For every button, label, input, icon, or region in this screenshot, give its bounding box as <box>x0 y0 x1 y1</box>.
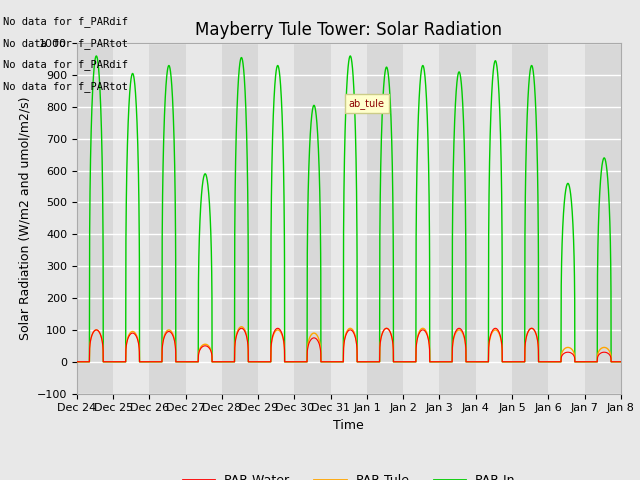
Bar <box>294 43 331 394</box>
Bar <box>584 43 621 394</box>
Bar <box>512 43 548 394</box>
Bar <box>621 43 640 394</box>
Text: No data for f_PARdif: No data for f_PARdif <box>3 16 128 27</box>
Bar <box>476 43 512 394</box>
X-axis label: Time: Time <box>333 419 364 432</box>
Bar <box>548 43 584 394</box>
Bar <box>113 43 149 394</box>
Bar <box>403 43 440 394</box>
Legend: PAR Water, PAR Tule, PAR In: PAR Water, PAR Tule, PAR In <box>178 469 520 480</box>
Text: No data for f_PARdif: No data for f_PARdif <box>3 59 128 70</box>
Bar <box>149 43 186 394</box>
Bar <box>77 43 113 394</box>
Y-axis label: Solar Radiation (W/m2 and umol/m2/s): Solar Radiation (W/m2 and umol/m2/s) <box>18 96 31 340</box>
Bar <box>440 43 476 394</box>
Bar <box>258 43 294 394</box>
Text: No data for f_PARtot: No data for f_PARtot <box>3 37 128 48</box>
Text: ab_tule: ab_tule <box>349 98 385 109</box>
Text: No data for f_PARtot: No data for f_PARtot <box>3 81 128 92</box>
Bar <box>186 43 222 394</box>
Bar <box>222 43 258 394</box>
Bar <box>331 43 367 394</box>
Title: Mayberry Tule Tower: Solar Radiation: Mayberry Tule Tower: Solar Radiation <box>195 21 502 39</box>
Bar <box>367 43 403 394</box>
